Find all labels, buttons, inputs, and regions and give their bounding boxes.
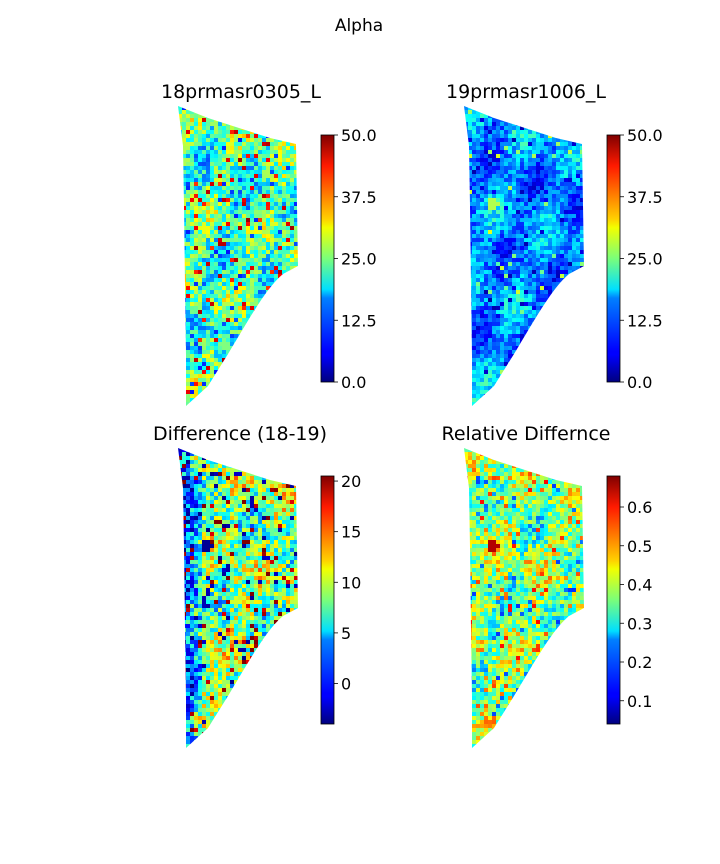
colorbar-tick-label: 25.0 bbox=[341, 250, 377, 269]
colorbar-tick-label: 25.0 bbox=[627, 250, 663, 269]
colorbar-tick-label: 0.1 bbox=[627, 692, 652, 711]
figure-suptitle: Alpha bbox=[335, 16, 383, 36]
colorbar-tick-label: 12.5 bbox=[341, 311, 377, 330]
colorbar-tick-label: 0.0 bbox=[341, 373, 366, 392]
colorbar-tick-label: 37.5 bbox=[627, 188, 663, 207]
colorbar-tick-label: 5 bbox=[341, 624, 351, 643]
colorbar: 0.0 12.5 25.0 37.5 50.0 bbox=[606, 126, 663, 392]
colorbar-tick-label: 0 bbox=[341, 675, 351, 694]
colorbar-tick-label: 0.4 bbox=[627, 576, 652, 595]
colorbar-tick-label: 12.5 bbox=[627, 311, 663, 330]
panel-title: 18prmasr0305_L bbox=[161, 81, 321, 103]
colorbar: 0 5 10 15 20 bbox=[320, 472, 361, 725]
colorbar: 0.0 12.5 25.0 37.5 50.0 bbox=[320, 126, 377, 392]
panel-18prmasr0305: 18prmasr0305_L 0.0 12.5 25.0 37.5 50.0 bbox=[161, 81, 377, 406]
panel-title: Relative Differnce bbox=[441, 423, 610, 445]
panel-title: 19prmasr1006_L bbox=[446, 81, 606, 103]
colorbar-tick-label: 37.5 bbox=[341, 188, 377, 207]
colorbar-tick-label: 0.2 bbox=[627, 653, 652, 672]
colorbar-tick-label: 15 bbox=[341, 523, 361, 542]
panel-difference: Difference (18-19) 0 5 10 15 20 bbox=[153, 423, 361, 748]
panel-title: Difference (18-19) bbox=[153, 423, 327, 445]
colorbar: 0.1 0.2 0.3 0.4 0.5 0.6 bbox=[606, 475, 652, 725]
heatmap-image bbox=[178, 448, 298, 748]
colorbar-tick-label: 50.0 bbox=[341, 126, 377, 145]
colorbar-tick-label: 0.3 bbox=[627, 614, 652, 633]
colorbar-tick-label: 10 bbox=[341, 573, 361, 592]
heatmap-image bbox=[464, 106, 584, 406]
colorbar-tick-label: 0.6 bbox=[627, 498, 652, 517]
heatmap-image bbox=[178, 106, 298, 406]
colorbar-tick-label: 50.0 bbox=[627, 126, 663, 145]
heatmap-image bbox=[464, 448, 584, 748]
colorbar-tick-label: 20 bbox=[341, 472, 361, 491]
colorbar-tick-label: 0.5 bbox=[627, 537, 652, 556]
colorbar-tick-label: 0.0 bbox=[627, 373, 652, 392]
panel-19prmasr1006: 19prmasr1006_L 0.0 12.5 25.0 37.5 50.0 bbox=[446, 81, 663, 406]
panel-relative-difference: Relative Differnce 0.1 0.2 0.3 0.4 0.5 0.6 bbox=[441, 423, 652, 748]
